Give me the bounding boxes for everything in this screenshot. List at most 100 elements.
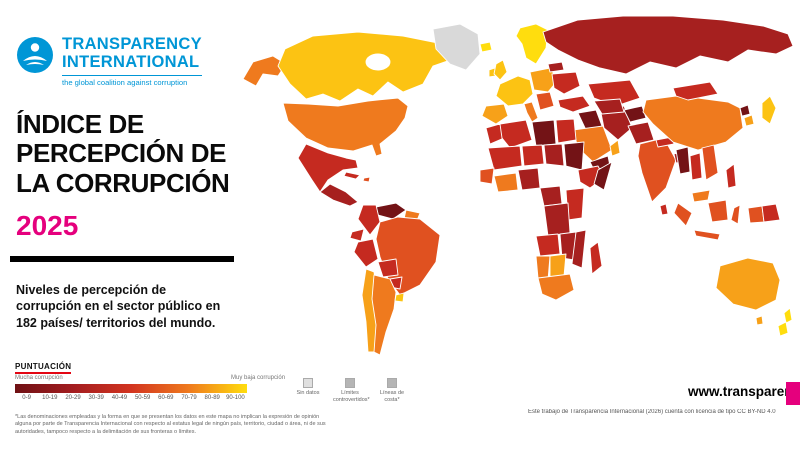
legend-tick: 90-100 <box>226 395 245 401</box>
region-chad <box>543 143 565 167</box>
region-new-zealand-north <box>783 307 793 324</box>
region-canada <box>277 31 454 102</box>
magenta-accent-block <box>786 382 800 405</box>
disputed-borders-swatch <box>345 378 355 388</box>
region-sumatra <box>673 202 693 227</box>
region-iberia <box>481 103 509 125</box>
brand-text: TRANSPARENCY INTERNATIONAL the global co… <box>62 35 202 87</box>
region-syria-iraq <box>577 109 603 131</box>
region-china <box>642 95 744 151</box>
region-india <box>637 137 677 203</box>
region-guyanas <box>403 209 421 224</box>
region-central-america <box>319 183 359 207</box>
region-united-kingdom <box>493 59 508 81</box>
region-australia <box>715 257 781 311</box>
score-legend: PUNTUACIÓN Mucha corrupción Muy baja cor… <box>15 362 404 412</box>
page-title: ÍNDICE DE PERCEPCIÓN DE LA CORRUPCIÓN <box>16 109 230 198</box>
disputed-borders-label: Límites controvertidos* <box>333 390 370 403</box>
coastlines-label: Líneas de costa* <box>379 390 405 403</box>
brand-name-line1: TRANSPARENCY <box>62 35 202 53</box>
title-year: 2025 <box>16 210 79 241</box>
region-turkey <box>557 95 591 113</box>
region-usa <box>282 97 409 157</box>
region-greenland <box>432 23 481 71</box>
legend-heading: PUNTUACIÓN <box>15 362 72 374</box>
region-north-korea <box>739 104 751 117</box>
region-drc <box>543 202 571 237</box>
region-niger <box>521 144 545 167</box>
region-tasmania <box>755 315 764 326</box>
website-url: www.transparency.org <box>688 384 788 399</box>
region-south-korea <box>743 114 755 127</box>
legend-tick: 10-19 <box>42 395 58 401</box>
region-kenya-tanzania <box>565 187 585 221</box>
title-line1: ÍNDICE DE <box>16 109 144 139</box>
region-egypt <box>555 118 577 144</box>
no-data-label: Sin datos <box>296 390 320 396</box>
region-iran <box>599 105 633 141</box>
license-note: Este trabajo de Transparencia Internacio… <box>528 409 776 415</box>
region-ghana-ivory-coast <box>493 172 519 193</box>
region-brazil <box>375 216 441 296</box>
divider-rule <box>10 256 234 262</box>
region-chile <box>361 268 381 353</box>
region-central-africa <box>539 185 563 207</box>
region-malaysia <box>691 189 711 203</box>
region-alaska <box>242 55 287 87</box>
region-saudi-arabia <box>572 125 613 163</box>
region-nepal <box>655 136 675 148</box>
region-new-zealand-south <box>777 321 789 337</box>
region-java <box>693 229 721 241</box>
legend-tick: 30-39 <box>88 395 104 401</box>
region-namibia <box>535 255 551 281</box>
region-pakistan <box>627 121 655 145</box>
legend-gradient-bar <box>15 384 247 393</box>
legend-ticks: 0-9 10-19 20-29 30-39 40-49 50-59 60-69 … <box>15 395 247 401</box>
region-philippines <box>725 163 737 189</box>
region-south-africa <box>537 273 575 301</box>
region-scandinavia <box>515 23 549 65</box>
legend-extra-items: Sin datos Límites controvertidos* Líneas… <box>291 378 409 403</box>
region-peru <box>353 238 379 268</box>
region-venezuela <box>375 202 407 220</box>
legend-tick: 40-49 <box>111 395 128 401</box>
legend-tick: 70-79 <box>181 395 197 401</box>
coastlines-swatch <box>387 378 397 388</box>
legend-low-label: Mucha corrupción <box>15 375 63 381</box>
region-gulf-states <box>609 139 621 157</box>
region-argentina <box>371 274 397 356</box>
region-botswana <box>549 253 567 279</box>
region-paraguay <box>389 276 403 290</box>
region-nigeria <box>517 167 541 191</box>
region-cuba <box>343 171 361 180</box>
legend-item-coastlines: Líneas de costa* <box>375 378 409 403</box>
legend-item-no-data: Sin datos <box>291 378 325 403</box>
region-sulawesi <box>730 204 741 225</box>
transparency-international-logo-icon <box>17 37 53 73</box>
region-mozambique <box>571 229 587 269</box>
hudson-bay <box>365 53 391 71</box>
region-zambia-zimbabwe <box>559 231 577 261</box>
no-data-swatch <box>303 378 313 388</box>
region-mali <box>487 145 523 171</box>
region-kazakhstan <box>587 79 641 107</box>
region-japan <box>761 95 777 125</box>
region-sudan <box>563 141 585 171</box>
region-central-asia <box>593 98 625 115</box>
legend-tick: 50-59 <box>134 395 151 401</box>
region-libya <box>531 119 557 147</box>
region-bangladesh <box>673 151 685 164</box>
brand-tagline: the global coalition against corruption <box>62 74 202 87</box>
region-italy <box>523 101 539 123</box>
region-iceland <box>479 41 493 53</box>
legend-tick: 20-29 <box>65 395 81 401</box>
region-somalia <box>593 161 613 191</box>
region-mexico <box>297 143 359 193</box>
title-line2: PERCEPCIÓN DE <box>16 138 227 169</box>
legend-tick: 60-69 <box>158 395 174 401</box>
region-ireland <box>488 67 497 78</box>
region-colombia <box>357 204 381 236</box>
legend-high-label: Muy baja corrupción <box>231 375 286 381</box>
legend-tick: 0-9 <box>22 395 31 401</box>
